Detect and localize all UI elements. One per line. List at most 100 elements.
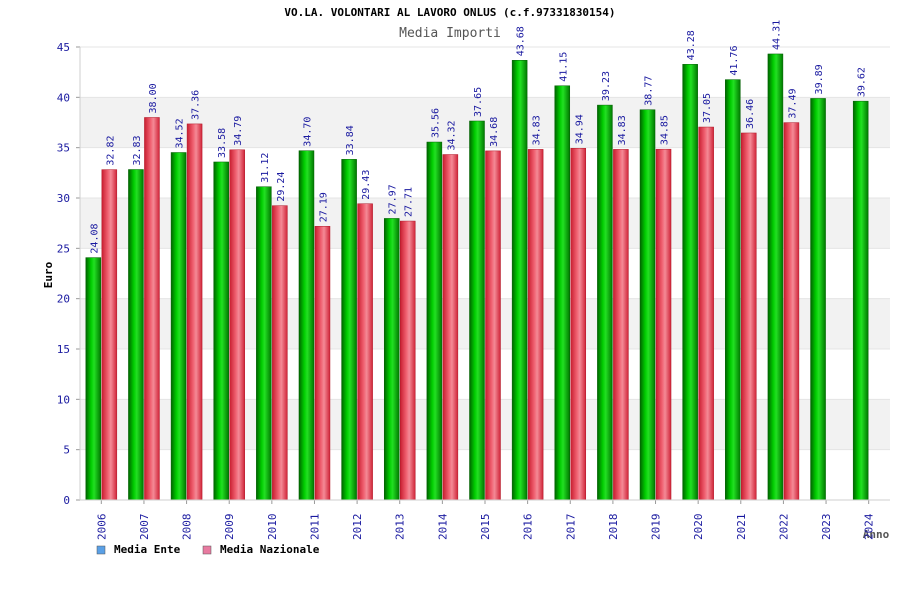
bar-media-nazionale-2008 [186,123,203,501]
x-tick-label: 2022 [777,514,790,541]
y-tick-label: 5 [63,444,70,457]
x-axis-ticks: 2006 2007 2008 2009 2010 2011 2012 2013 2014 2015… [95,500,876,541]
x-tick-label: 2007 [138,514,151,541]
bar-media-ente-2016 [511,60,528,501]
bar-media-ente-2011 [298,150,315,501]
y-tick-label: 15 [57,343,70,356]
bar-value-label: 39.23 [601,71,612,101]
bar-media-nazionale-2010 [272,205,288,501]
bar-value-label: 34.83 [617,115,628,145]
bar-media-ente-2006 [85,257,102,501]
bar-value-label: 29.43 [361,170,372,200]
bar-value-label: 31.12 [260,153,271,183]
bar-value-label: 41.76 [729,46,740,76]
bar-media-ente-2012 [341,159,357,501]
bar-media-nazionale-2019 [655,148,672,501]
bar-media-ente-2020 [682,64,698,501]
x-tick-label: 2021 [735,514,748,541]
bar-media-nazionale-2013 [399,220,416,501]
bar-value-label: 33.84 [345,125,356,155]
bar-media-ente-2007 [128,169,144,501]
bar-value-label: 37.05 [702,93,713,123]
bar-media-ente-2008 [170,152,187,501]
bar-media-ente-2010 [256,186,272,501]
bar-media-nazionale-2007 [144,117,160,501]
bar-value-label: 34.68 [489,117,500,147]
bar-value-label: 43.68 [516,26,527,56]
bar-media-nazionale-2014 [442,154,459,501]
bar-media-nazionale-2022 [783,122,800,501]
x-tick-label: 2009 [223,514,236,541]
x-tick-label: 2023 [820,514,833,541]
legend-swatch-media-ente [96,545,106,555]
bar-value-label: 27.71 [404,187,415,217]
bar-value-label: 39.89 [814,64,825,94]
bar-value-label: 37.65 [473,87,484,117]
x-tick-label: 2011 [308,514,321,541]
bar-media-nazionale-2016 [527,149,544,501]
y-tick-label: 40 [57,91,70,104]
bar-value-label: 27.19 [318,192,329,222]
y-tick-label: 10 [57,393,70,406]
bar-media-nazionale-2020 [698,126,714,501]
bar-media-ente-2015 [469,120,485,501]
bar-value-label: 32.83 [132,135,143,165]
chart-subtitle: Media Importi [399,26,501,41]
bar-media-nazionale-2017 [570,148,587,501]
bar-value-label: 34.85 [660,115,671,145]
bar-value-label: 34.52 [175,118,186,148]
y-tick-label: 30 [57,192,70,205]
bar-media-ente-2024 [852,100,869,501]
bar-media-nazionale-2011 [314,226,331,501]
bar-value-label: 34.32 [446,120,457,150]
bar-media-ente-2018 [597,104,613,501]
chart-title: VO.LA. VOLONTARI AL LAVORO ONLUS (c.f.97… [284,6,615,19]
bar-media-ente-2021 [725,79,741,501]
bar-value-label: 27.97 [388,184,399,214]
x-tick-label: 2017 [564,514,577,541]
bar-media-nazionale-2015 [485,150,501,501]
legend: Media Ente Media Nazionale [96,543,320,556]
bar-media-ente-2017 [554,85,571,501]
x-tick-label: 2019 [650,514,663,541]
bar-media-nazionale-2006 [101,169,118,501]
y-tick-label: 20 [57,293,70,306]
x-tick-label: 2008 [181,514,194,541]
bars-group [85,53,869,501]
x-tick-label: 2016 [522,514,535,541]
bar-media-nazionale-2009 [229,149,245,501]
bar-value-label: 29.24 [276,172,287,202]
bar-value-label: 32.82 [105,136,116,166]
x-tick-label: 2018 [607,514,620,541]
x-axis-label: Anno [863,528,890,541]
bar-value-label: 37.49 [787,88,798,118]
y-axis-label: Euro [42,261,55,288]
bar-value-label: 34.94 [574,114,585,144]
x-tick-label: 2010 [266,514,279,541]
y-tick-label: 25 [57,242,70,255]
bar-value-label: 24.08 [89,223,100,253]
x-tick-label: 2020 [692,514,705,541]
y-axis-ticks: 0 5 10 15 20 25 30 35 40 45 [57,41,80,507]
bar-media-nazionale-2018 [613,149,629,501]
bar-value-label: 38.00 [148,83,159,113]
bar-value-label: 33.58 [217,128,228,158]
legend-swatch-media-nazionale [202,545,212,555]
bar-media-ente-2013 [383,218,400,501]
bar-value-label: 35.56 [430,108,441,138]
bar-labels-group: 24.08 32.82 32.83 38.00 34.52 37.36 33.58 34.79… [89,20,867,254]
bar-value-label: 37.36 [191,90,202,120]
x-tick-label: 2015 [479,514,492,541]
x-tick-label: 2024 [863,513,876,540]
x-tick-label: 2006 [95,514,108,541]
x-tick-label: 2014 [436,513,449,540]
bar-value-label: 44.31 [771,20,782,50]
bar-media-nazionale-2021 [741,132,757,501]
bar-media-ente-2009 [213,161,229,501]
bar-value-label: 34.79 [233,116,244,146]
legend-label-media-ente: Media Ente [114,543,181,556]
bar-media-ente-2023 [810,98,826,501]
x-tick-label: 2013 [394,514,407,541]
